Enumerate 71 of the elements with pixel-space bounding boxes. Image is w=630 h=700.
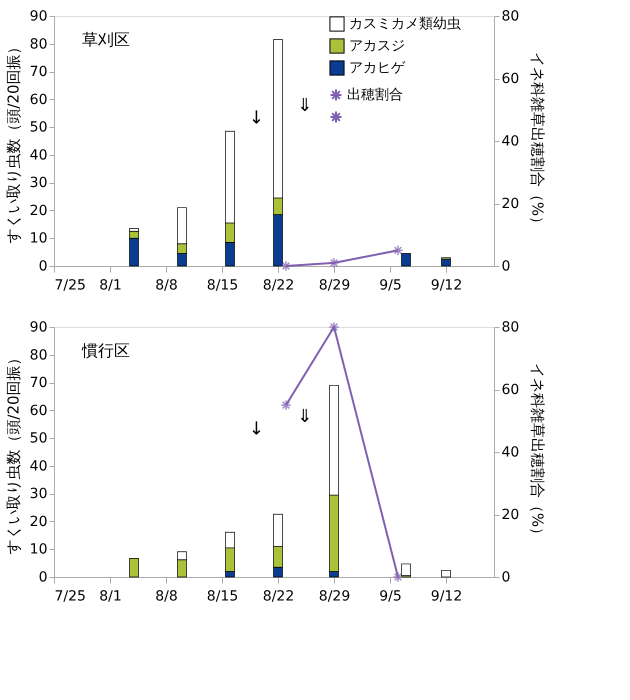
x-tick-label: 8/22 [262,588,294,604]
y-tick-label: 90 [30,8,48,24]
point [328,322,340,332]
bar [441,570,451,578]
y2-tick-label: 0 [502,570,510,586]
y-tick-label: 40 [30,147,48,164]
x-tick-label: 8/8 [155,588,178,604]
y-tick-label: 60 [30,92,48,108]
y-tick-label: 0 [38,258,48,274]
y2-tick-label: 20 [502,196,520,212]
x-tick-label: 8/1 [99,278,122,294]
x-tick-label: 8/22 [262,278,294,294]
y2-tick-label: 60 [502,71,520,87]
annotation: ⇓ [297,95,312,116]
x-tick-label: 8/29 [318,278,350,294]
y-tick-label: 90 [30,320,48,336]
x-tick-label: 9/5 [379,278,402,294]
y-tick-label: 60 [30,402,48,419]
x-tick-label: 7/25 [54,588,86,604]
y-tick-label: 0 [38,570,48,586]
bar [441,258,451,266]
y-tick-label: 70 [30,375,48,392]
x-tick-label: 9/12 [430,588,462,604]
y-tick-label: 20 [30,514,48,530]
bar [401,253,411,266]
legend-label: カスミカメ類幼虫 [349,16,461,32]
y-tick-label: 50 [30,120,48,136]
y2-tick-label: 60 [502,382,520,398]
x-tick-label: 8/29 [318,588,350,604]
x-tick-label: 8/15 [206,588,238,604]
y-tick-label: 70 [30,64,48,80]
y2-axis-title: イネ科雑草出穂割合（%） [528,52,546,232]
y-tick-label: 50 [30,430,48,447]
y-tick-label: 20 [30,202,48,219]
point [392,572,404,582]
point [328,257,340,268]
y2-tick-label: 80 [502,320,520,336]
y2-tick-label: 80 [502,8,520,24]
y2-tick-label: 40 [502,134,520,150]
point [280,400,292,411]
y-axis-title: すくい取り虫数（頭/20回振） [4,39,23,244]
y-tick-label: 40 [30,458,48,474]
y-tick-label: 10 [30,542,48,558]
text: 草刈区 [82,30,130,49]
y-tick-label: 80 [30,36,48,52]
annotation: ↓ [248,418,264,440]
y2-tick-label: 0 [502,258,510,274]
point [392,244,404,256]
legend-label: アカヒゲ [349,60,406,76]
legend-label: アカスジ [349,38,405,54]
bar [129,558,139,578]
text: 慣行区 [81,341,130,360]
y-axis-title: すくい取り虫数（頭/20回振） [4,350,23,555]
x-tick-label: 9/5 [379,588,402,604]
x-tick-label: 8/8 [155,278,178,294]
bar [401,564,411,576]
annotation: ↓ [248,108,264,128]
point [280,260,292,272]
y-tick-label: 80 [30,347,48,364]
annotation: ⇓ [297,406,312,427]
y-tick-label: 30 [30,175,48,192]
y-tick-label: 30 [30,486,48,502]
y2-tick-label: 20 [502,507,520,523]
x-tick-label: 8/15 [206,278,238,294]
y2-tick-label: 40 [502,444,520,460]
x-tick-label: 7/25 [54,278,86,294]
x-tick-label: 8/1 [99,588,122,604]
legend-label: 出穂割合 [347,87,403,103]
x-tick-label: 9/12 [430,278,462,294]
y2-axis-title: イネ科雑草出穂割合（%） [528,362,546,542]
y-tick-label: 10 [30,230,48,247]
